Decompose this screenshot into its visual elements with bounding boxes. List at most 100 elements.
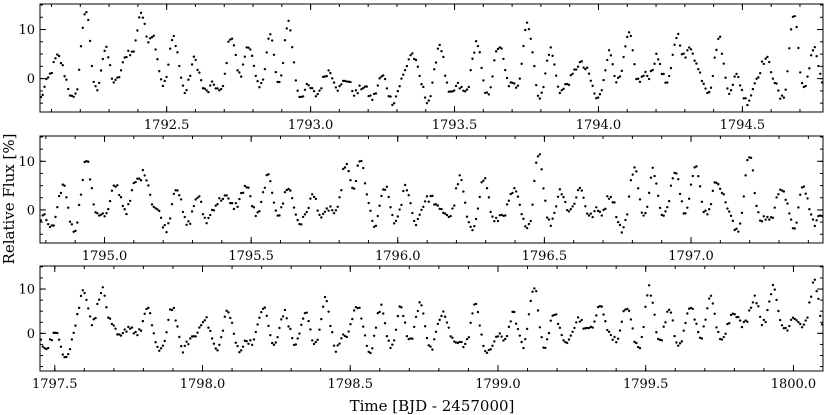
data-point	[657, 58, 660, 61]
data-point	[148, 37, 152, 40]
data-point	[387, 195, 390, 199]
data-point	[474, 40, 478, 43]
data-point	[400, 77, 403, 80]
data-point	[578, 60, 582, 64]
data-point	[203, 216, 206, 220]
data-point	[76, 221, 79, 224]
data-point	[751, 87, 755, 91]
data-point	[138, 328, 141, 331]
data-point	[536, 94, 540, 98]
data-point	[604, 320, 607, 323]
data-point	[693, 59, 696, 62]
data-point	[735, 315, 738, 319]
data-point	[99, 291, 103, 295]
data-point	[717, 183, 720, 186]
data-point	[729, 313, 733, 317]
data-point	[644, 70, 647, 74]
data-point	[165, 75, 168, 79]
data-point	[125, 55, 128, 59]
x-tick-label: 1793.5	[432, 118, 478, 133]
data-point	[438, 207, 441, 211]
data-point	[447, 90, 450, 93]
data-point	[717, 37, 720, 41]
data-point	[667, 199, 671, 203]
data-point	[584, 67, 587, 71]
data-point	[631, 173, 634, 176]
data-point	[46, 346, 50, 350]
data-point	[285, 27, 288, 30]
data-point	[46, 76, 50, 79]
data-point	[522, 217, 525, 221]
data-point	[622, 226, 625, 229]
data-point	[535, 161, 538, 164]
data-point	[720, 191, 724, 195]
data-point	[636, 77, 640, 80]
data-point	[341, 333, 345, 336]
data-point	[700, 79, 704, 83]
data-point	[254, 330, 257, 334]
data-point	[804, 84, 807, 88]
data-point	[221, 84, 225, 88]
data-point	[74, 229, 77, 233]
data-point	[103, 294, 106, 297]
data-point	[221, 197, 225, 201]
data-point	[414, 223, 418, 227]
data-point	[141, 16, 145, 19]
data-point	[689, 183, 693, 186]
data-point	[300, 323, 303, 327]
data-point	[680, 340, 684, 343]
data-point	[291, 196, 294, 200]
data-point	[507, 85, 511, 88]
data-point	[118, 76, 121, 79]
data-point	[673, 334, 676, 338]
data-point	[538, 153, 542, 156]
data-point	[673, 171, 676, 175]
data-point	[602, 78, 605, 82]
data-point	[698, 336, 702, 340]
data-point	[631, 49, 634, 52]
data-point	[749, 156, 753, 160]
data-point	[779, 188, 782, 191]
data-point	[174, 44, 177, 48]
data-point	[203, 87, 206, 90]
data-point	[396, 89, 400, 93]
data-point	[132, 332, 135, 335]
data-point	[791, 15, 795, 18]
data-point	[265, 173, 268, 177]
data-point	[172, 34, 176, 38]
data-point	[484, 91, 487, 95]
data-point	[119, 69, 123, 72]
panel-frame	[39, 3, 824, 113]
data-point	[695, 62, 698, 65]
data-point	[777, 309, 780, 313]
data-point	[383, 77, 387, 81]
data-point	[307, 206, 310, 210]
data-point	[409, 201, 412, 205]
data-point	[108, 199, 112, 203]
data-point	[376, 84, 379, 87]
data-point	[449, 335, 452, 338]
data-point	[391, 343, 394, 346]
data-point	[77, 306, 81, 310]
data-point	[301, 95, 305, 98]
data-point	[673, 43, 676, 46]
data-point	[467, 220, 471, 224]
data-point	[407, 58, 410, 61]
data-point	[496, 47, 500, 51]
data-point	[722, 62, 725, 65]
data-point	[591, 326, 594, 329]
data-point	[646, 74, 649, 78]
data-point	[598, 304, 602, 308]
data-point	[624, 308, 627, 311]
data-point	[240, 349, 243, 352]
data-point	[383, 322, 387, 325]
data-point	[527, 27, 531, 31]
data-point	[817, 64, 820, 68]
data-point	[345, 162, 349, 166]
data-point	[613, 335, 616, 339]
data-point	[666, 81, 669, 84]
data-point	[786, 70, 789, 73]
data-point	[436, 322, 440, 326]
data-point	[218, 89, 221, 92]
data-point	[194, 198, 197, 201]
